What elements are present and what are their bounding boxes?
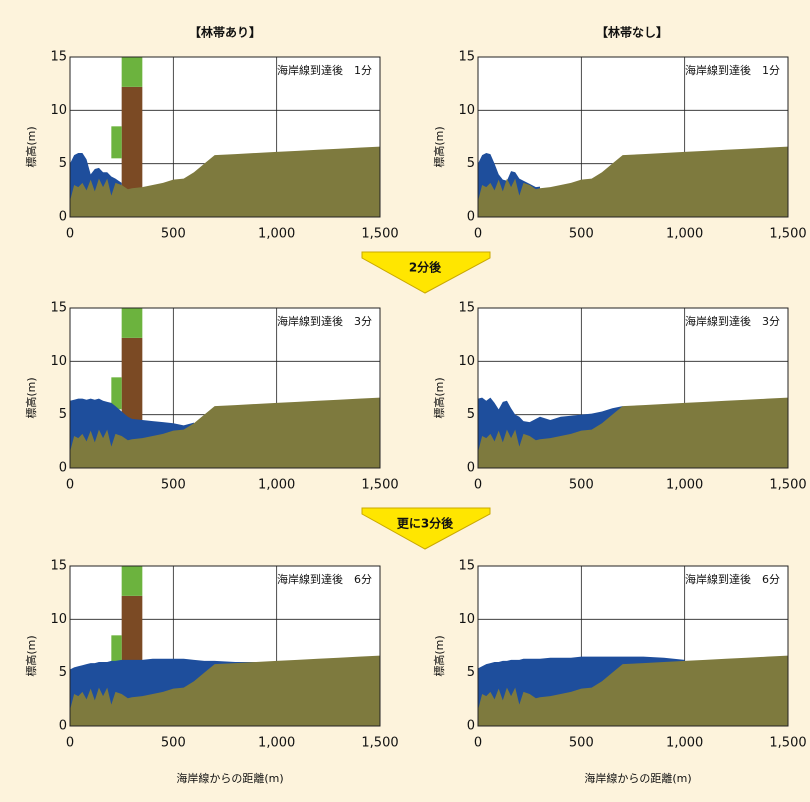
x-tick-label: 1,000 (258, 478, 295, 493)
y-tick-label: 10 (50, 103, 67, 118)
y-tick-label: 0 (467, 461, 475, 476)
forest-block (122, 566, 143, 596)
y-tick-label: 15 (458, 559, 475, 574)
y-tick-label: 0 (467, 210, 475, 225)
x-tick-label: 500 (569, 227, 594, 242)
x-tick-label: 500 (161, 478, 186, 493)
y-tick-label: 0 (59, 719, 67, 734)
y-tick-label: 15 (458, 50, 475, 65)
annotation: 海岸線到達後 6分 (277, 572, 372, 586)
y-axis-label: 標高(m) (24, 377, 38, 418)
y-tick-label: 5 (59, 665, 67, 680)
x-tick-label: 1,000 (258, 736, 295, 751)
annotation: 海岸線到達後 3分 (277, 314, 372, 328)
x-axis-label: 海岸線からの距離(m) (176, 771, 283, 785)
x-tick-label: 1,500 (769, 736, 806, 751)
y-tick-label: 10 (50, 612, 67, 627)
x-tick-label: 0 (66, 478, 74, 493)
y-tick-label: 15 (458, 301, 475, 316)
annotation: 海岸線到達後 3分 (685, 314, 780, 328)
y-tick-label: 0 (59, 210, 67, 225)
y-tick-label: 15 (50, 50, 67, 65)
x-tick-label: 500 (161, 736, 186, 751)
y-tick-label: 5 (59, 407, 67, 422)
x-tick-label: 0 (474, 478, 482, 493)
x-tick-label: 1,500 (769, 227, 806, 242)
forest-block (111, 126, 121, 158)
y-axis-label: 標高(m) (24, 126, 38, 167)
x-tick-label: 1,000 (666, 478, 703, 493)
y-tick-label: 15 (50, 559, 67, 574)
y-tick-label: 5 (59, 156, 67, 171)
x-tick-label: 1,000 (258, 227, 295, 242)
x-axis-label: 海岸線からの距離(m) (584, 771, 691, 785)
y-tick-label: 10 (458, 354, 475, 369)
x-tick-label: 0 (474, 227, 482, 242)
x-tick-label: 500 (569, 736, 594, 751)
y-axis-label: 標高(m) (432, 635, 446, 676)
x-tick-label: 1,000 (666, 736, 703, 751)
y-tick-label: 10 (50, 354, 67, 369)
y-tick-label: 0 (59, 461, 67, 476)
y-axis-label: 標高(m) (432, 126, 446, 167)
step-label: 2分後 (409, 260, 442, 275)
x-tick-label: 500 (161, 227, 186, 242)
annotation: 海岸線到達後 6分 (685, 572, 780, 586)
x-tick-label: 0 (474, 736, 482, 751)
y-tick-label: 10 (458, 612, 475, 627)
forest-block (122, 57, 143, 87)
column-title: 【林帯あり】 (189, 25, 261, 40)
y-tick-label: 5 (467, 407, 475, 422)
x-tick-label: 0 (66, 227, 74, 242)
y-tick-label: 0 (467, 719, 475, 734)
y-axis-label: 標高(m) (432, 377, 446, 418)
x-tick-label: 1,500 (361, 227, 398, 242)
y-tick-label: 5 (467, 156, 475, 171)
x-tick-label: 500 (569, 478, 594, 493)
x-tick-label: 1,500 (361, 478, 398, 493)
annotation: 海岸線到達後 1分 (277, 63, 372, 77)
x-tick-label: 1,500 (769, 478, 806, 493)
x-tick-label: 1,500 (361, 736, 398, 751)
x-tick-label: 1,000 (666, 227, 703, 242)
forest-block (122, 308, 143, 338)
y-tick-label: 10 (458, 103, 475, 118)
annotation: 海岸線到達後 1分 (685, 63, 780, 77)
step-label: 更に3分後 (397, 516, 454, 531)
y-axis-label: 標高(m) (24, 635, 38, 676)
figure: 【林帯あり】 【林帯なし】 2分後 更に3分後 05001,0001,50005… (0, 0, 810, 802)
y-tick-label: 5 (467, 665, 475, 680)
column-title: 【林帯なし】 (596, 25, 668, 40)
y-tick-label: 15 (50, 301, 67, 316)
x-tick-label: 0 (66, 736, 74, 751)
